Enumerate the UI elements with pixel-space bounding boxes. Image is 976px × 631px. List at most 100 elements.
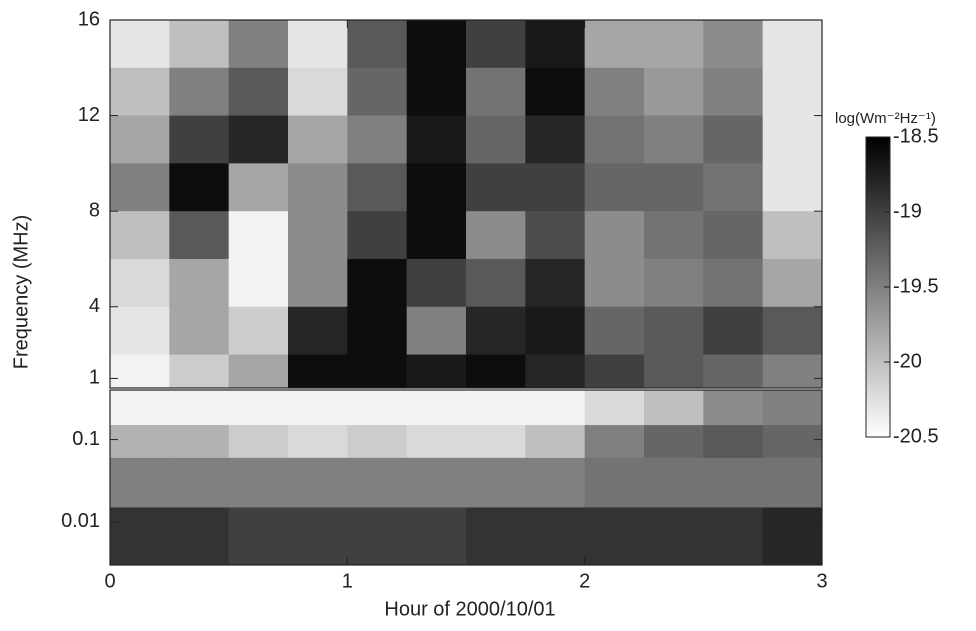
heatmap-cell xyxy=(288,457,348,508)
x-axis-label: Hour of 2000/10/01 xyxy=(384,598,555,620)
heatmap-cell xyxy=(644,507,704,566)
heatmap-cell xyxy=(228,67,289,117)
heatmap-cell xyxy=(169,67,230,117)
heatmap-cell xyxy=(110,20,170,69)
heatmap-cell xyxy=(406,425,467,459)
heatmap-cell xyxy=(347,258,408,308)
heatmap-cell xyxy=(584,306,645,356)
heatmap-cell xyxy=(703,306,764,356)
heatmap-cell xyxy=(762,67,823,117)
heatmap-cell xyxy=(584,20,645,69)
heatmap-cell xyxy=(288,211,348,260)
heatmap-cell xyxy=(406,20,467,69)
heatmap-cell xyxy=(347,67,408,117)
heatmap-cell xyxy=(466,163,526,212)
heatmap-cell xyxy=(169,20,230,69)
heatmap-cell xyxy=(347,115,408,164)
heatmap-cell xyxy=(288,67,348,117)
x-tick-label: 2 xyxy=(579,570,590,592)
heatmap-cell xyxy=(228,20,289,69)
heatmap-cell xyxy=(288,425,348,459)
heatmap-cell xyxy=(466,306,526,356)
heatmap-cell xyxy=(584,211,645,260)
y-tick-label: 1 xyxy=(89,367,100,389)
heatmap-cell xyxy=(347,507,408,566)
y-tick-label: 4 xyxy=(89,295,100,317)
heatmap-cell xyxy=(525,306,586,356)
y-tick-label: 0.1 xyxy=(72,428,100,450)
heatmap-cell xyxy=(347,425,408,459)
heatmap-cell xyxy=(406,306,467,356)
panel-frame xyxy=(109,389,823,566)
x-tick-label: 3 xyxy=(816,570,827,592)
heatmap-cell xyxy=(525,390,586,426)
heatmap-cell xyxy=(762,425,823,459)
heatmap-cell xyxy=(228,507,289,566)
heatmap-cell xyxy=(584,163,645,212)
heatmap-cell xyxy=(703,354,764,389)
heatmap-cell xyxy=(525,20,586,69)
heatmap-cell xyxy=(406,354,467,389)
heatmap-cell xyxy=(228,211,289,260)
heatmap-cell xyxy=(703,457,764,508)
heatmap-cell xyxy=(169,425,230,459)
y-tick-label: 0.01 xyxy=(61,510,100,532)
heatmap-cell xyxy=(288,258,348,308)
heatmap-cell xyxy=(110,306,170,356)
heatmap-cell xyxy=(110,457,170,508)
heatmap-cell xyxy=(406,457,467,508)
heatmap-cell xyxy=(644,115,704,164)
heatmap-cell xyxy=(644,67,704,117)
heatmap-cell xyxy=(110,507,170,566)
heatmap-cell xyxy=(110,425,170,459)
heatmap-cell xyxy=(762,354,823,389)
heatmap-cell xyxy=(762,457,823,508)
heatmap-cell xyxy=(406,67,467,117)
heatmap-cell xyxy=(762,211,823,260)
heatmap-cell xyxy=(110,354,170,389)
heatmap-cell xyxy=(762,20,823,69)
heatmap-cell xyxy=(169,390,230,426)
heatmap-cell xyxy=(703,115,764,164)
heatmap-cell xyxy=(525,211,586,260)
heatmap-cell xyxy=(644,258,704,308)
heatmap-cell xyxy=(525,115,586,164)
heatmap-cell xyxy=(703,67,764,117)
heatmap-cell xyxy=(644,390,704,426)
heatmap-cell xyxy=(703,425,764,459)
heatmap-cell xyxy=(288,306,348,356)
heatmap-cell xyxy=(644,306,704,356)
heatmap-cell xyxy=(584,507,645,566)
heatmap-cell xyxy=(169,211,230,260)
heatmap-cell xyxy=(110,211,170,260)
heatmap-cell xyxy=(525,507,586,566)
heatmap-cell xyxy=(169,457,230,508)
x-tick-label: 1 xyxy=(342,570,353,592)
heatmap-cell xyxy=(347,163,408,212)
heatmap-cell xyxy=(466,258,526,308)
heatmap-cell xyxy=(288,115,348,164)
heatmap-cell xyxy=(644,354,704,389)
heatmap-cell xyxy=(644,425,704,459)
heatmap-cell xyxy=(644,20,704,69)
heatmap-cell xyxy=(466,354,526,389)
heatmap-cell xyxy=(466,20,526,69)
heatmap-cell xyxy=(584,425,645,459)
heatmap-cell xyxy=(169,306,230,356)
colorbar-tick-label: -19 xyxy=(893,200,922,222)
heatmap-cell xyxy=(347,306,408,356)
colorbar-tick-label: -18.5 xyxy=(893,125,939,147)
heatmap-cell xyxy=(347,20,408,69)
heatmap-cell xyxy=(762,306,823,356)
heatmap-cell xyxy=(288,507,348,566)
heatmap-cell xyxy=(525,354,586,389)
y-tick-label: 8 xyxy=(89,199,100,221)
heatmap-cell xyxy=(644,211,704,260)
heatmap-cell xyxy=(644,457,704,508)
heatmap-cell xyxy=(703,163,764,212)
heatmap-cell xyxy=(584,457,645,508)
colorbar-tick-label: -20.5 xyxy=(893,425,939,447)
heatmap-cell xyxy=(466,507,526,566)
heatmap-cell xyxy=(703,507,764,566)
x-tick-label: 0 xyxy=(104,570,115,592)
